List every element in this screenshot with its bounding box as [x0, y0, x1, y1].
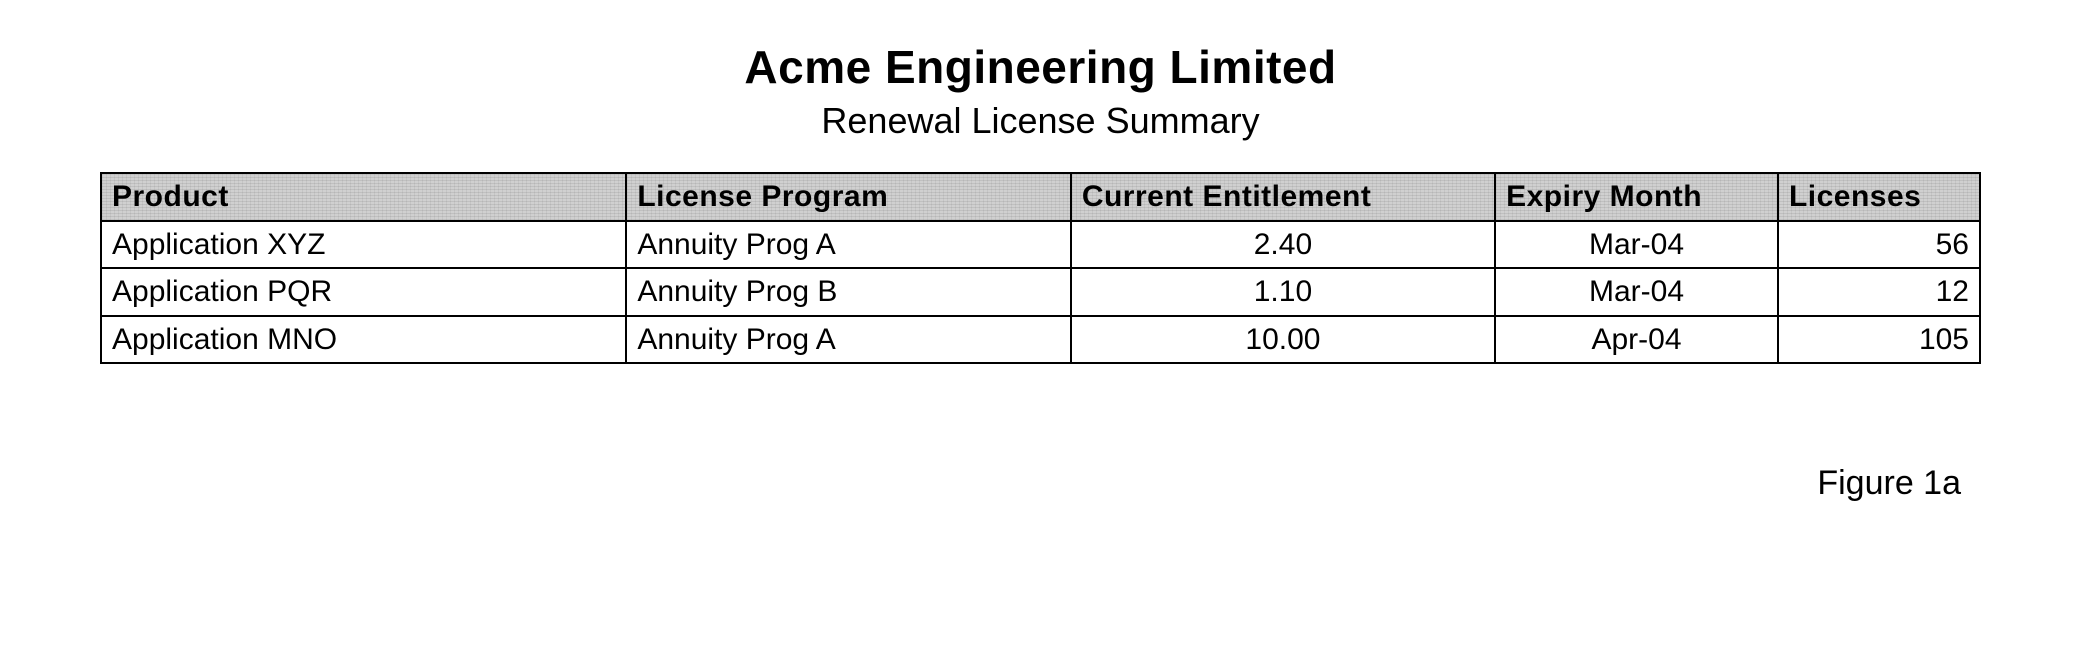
cell-licenses: 56: [1778, 221, 1980, 269]
cell-entitlement: 2.40: [1071, 221, 1495, 269]
table-row: Application XYZ Annuity Prog A 2.40 Mar-…: [101, 221, 1980, 269]
cell-entitlement: 1.10: [1071, 268, 1495, 316]
cell-expiry: Mar-04: [1495, 221, 1778, 269]
cell-product: Application MNO: [101, 316, 626, 364]
table-header-row: Product License Program Current Entitlem…: [101, 173, 1980, 221]
table-row: Application PQR Annuity Prog B 1.10 Mar-…: [101, 268, 1980, 316]
cell-licenses: 12: [1778, 268, 1980, 316]
col-header-program: License Program: [626, 173, 1071, 221]
report-subtitle: Renewal License Summary: [100, 100, 1981, 142]
col-header-entitlement: Current Entitlement: [1071, 173, 1495, 221]
company-title: Acme Engineering Limited: [100, 40, 1981, 94]
license-summary-table: Product License Program Current Entitlem…: [100, 172, 1981, 364]
table-row: Application MNO Annuity Prog A 10.00 Apr…: [101, 316, 1980, 364]
col-header-licenses: Licenses: [1778, 173, 1980, 221]
cell-entitlement: 10.00: [1071, 316, 1495, 364]
cell-program: Annuity Prog A: [626, 221, 1071, 269]
cell-product: Application PQR: [101, 268, 626, 316]
cell-licenses: 105: [1778, 316, 1980, 364]
cell-program: Annuity Prog B: [626, 268, 1071, 316]
cell-program: Annuity Prog A: [626, 316, 1071, 364]
col-header-expiry: Expiry Month: [1495, 173, 1778, 221]
cell-product: Application XYZ: [101, 221, 626, 269]
figure-label: Figure 1a: [100, 464, 1981, 503]
cell-expiry: Mar-04: [1495, 268, 1778, 316]
col-header-product: Product: [101, 173, 626, 221]
cell-expiry: Apr-04: [1495, 316, 1778, 364]
